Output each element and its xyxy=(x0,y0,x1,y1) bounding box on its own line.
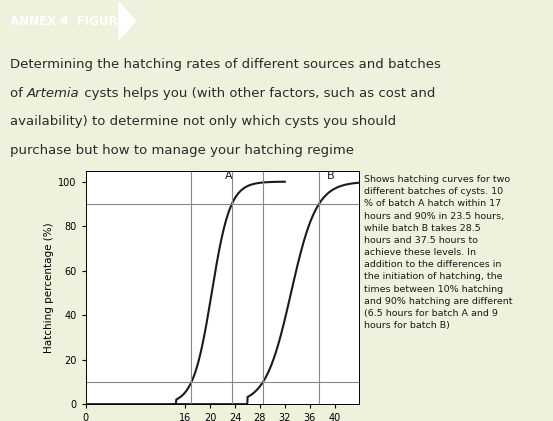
Text: availability) to determine not only which cysts you should: availability) to determine not only whic… xyxy=(10,115,396,128)
Text: Determining the hatching rates of different sources and batches: Determining the hatching rates of differ… xyxy=(10,58,441,71)
Text: ANNEX 4  FIGURE: ANNEX 4 FIGURE xyxy=(10,16,126,28)
Text: purchase but how to manage your hatching regime: purchase but how to manage your hatching… xyxy=(10,144,354,157)
Text: A: A xyxy=(225,171,232,181)
Text: B: B xyxy=(326,171,334,181)
Y-axis label: Hatching percentage (%): Hatching percentage (%) xyxy=(44,222,54,353)
Text: of: of xyxy=(10,87,27,100)
Polygon shape xyxy=(119,2,135,40)
Text: cysts helps you (with other factors, such as cost and: cysts helps you (with other factors, suc… xyxy=(80,87,435,100)
Text: Shows hatching curves for two
different batches of cysts. 10
% of batch A hatch : Shows hatching curves for two different … xyxy=(364,175,513,330)
Text: Artemia: Artemia xyxy=(27,87,80,100)
